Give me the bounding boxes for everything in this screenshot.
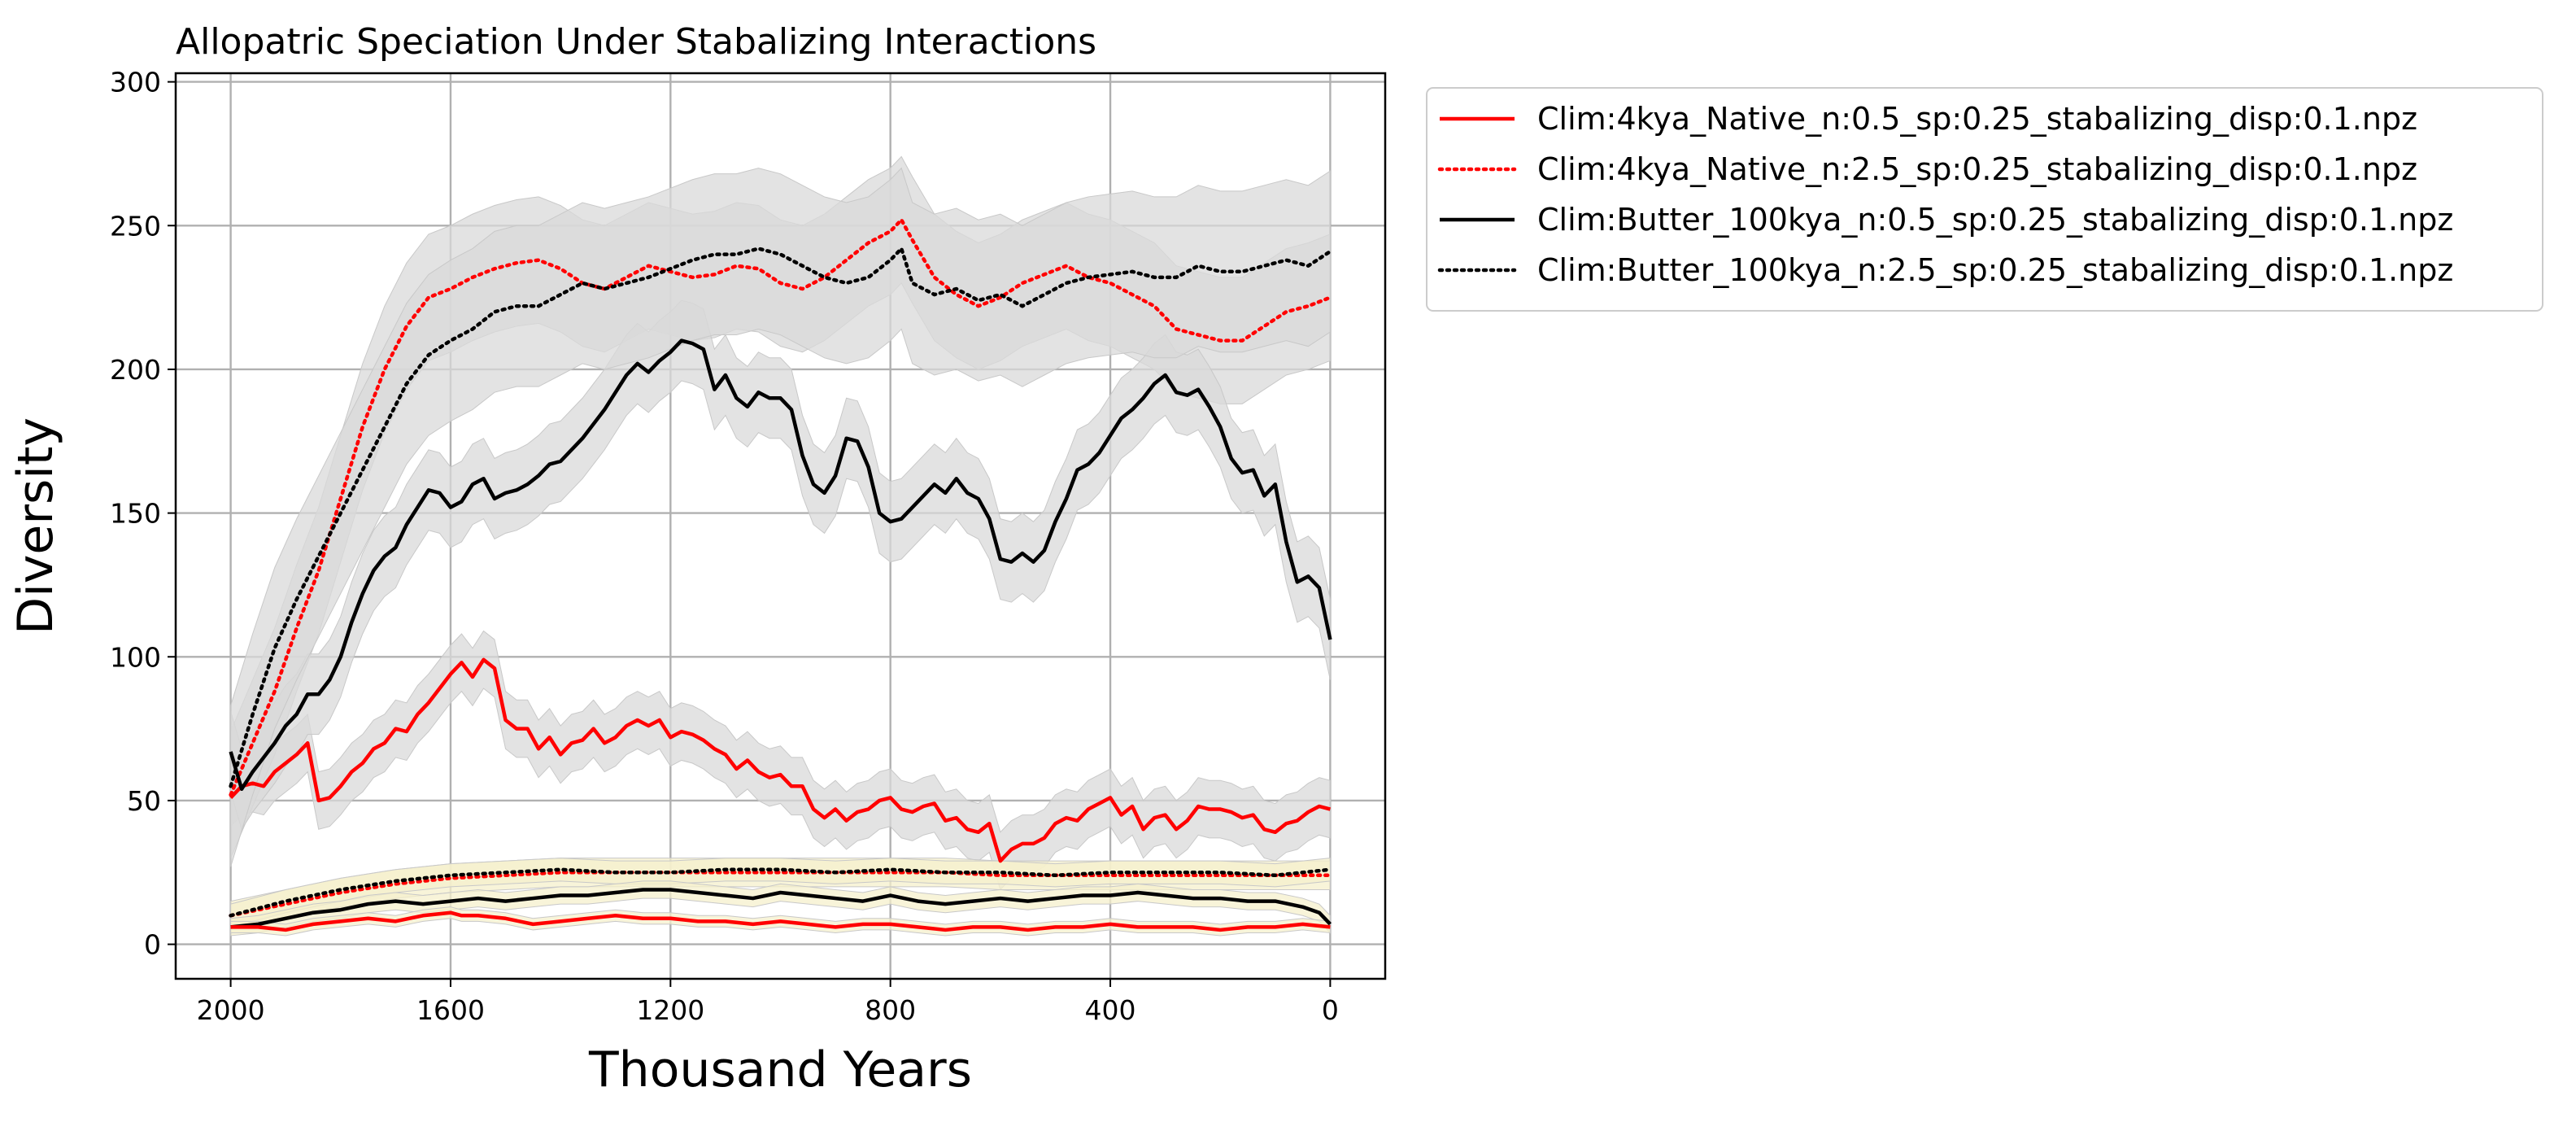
y-tick-label: 200	[110, 354, 161, 386]
series-line	[230, 910, 1331, 932]
x-axis-label: Thousand Years	[588, 1041, 972, 1098]
series-line	[230, 888, 1332, 929]
plot-frame	[174, 72, 1387, 980]
x-tick-label: 0	[1322, 994, 1339, 1026]
series-line	[229, 247, 1332, 788]
y-tick-label: 0	[144, 929, 161, 961]
x-tick-label: 1600	[416, 994, 485, 1026]
confidence-band	[230, 299, 1331, 831]
confidence-band	[230, 167, 1331, 867]
x-tick-label: 800	[865, 994, 916, 1026]
series-line	[229, 338, 1332, 792]
y-axis-ticks: 0 50 100 150 200 250 300	[110, 67, 176, 961]
legend-label: Clim:Butter_100kya_n:0.5_sp:0.25_stabali…	[1537, 202, 2453, 238]
y-axis-label: Diversity	[7, 417, 64, 635]
legend-label: Clim:Butter_100kya_n:2.5_sp:0.25_stabali…	[1537, 252, 2453, 288]
legend-box	[1426, 87, 2543, 312]
x-axis-ticks: 2000 1600 1200 800 400 0	[197, 979, 1339, 1026]
series-lines	[229, 217, 1332, 932]
legend-label: Clim:4kya_Native_n:0.5_sp:0.25_stabalizi…	[1537, 101, 2417, 137]
y-tick-label: 150	[110, 498, 161, 530]
series-line	[229, 217, 1332, 797]
legend-label: Clim:4kya_Native_n:2.5_sp:0.25_stabalizi…	[1537, 151, 2417, 187]
legend: Clim:4kya_Native_n:0.5_sp:0.25_stabalizi…	[1426, 87, 2543, 312]
series-line	[229, 871, 1332, 918]
x-tick-label: 2000	[197, 994, 265, 1026]
y-tick-label: 250	[110, 210, 161, 242]
y-tick-label: 300	[110, 67, 161, 98]
series-line	[229, 657, 1331, 863]
x-tick-label: 1200	[636, 994, 704, 1026]
x-tick-label: 400	[1085, 994, 1136, 1026]
series-line	[229, 867, 1332, 918]
y-tick-label: 100	[110, 641, 161, 673]
chart-title: Allopatric Speciation Under Stabalizing …	[176, 21, 1096, 63]
y-tick-label: 50	[127, 785, 161, 817]
